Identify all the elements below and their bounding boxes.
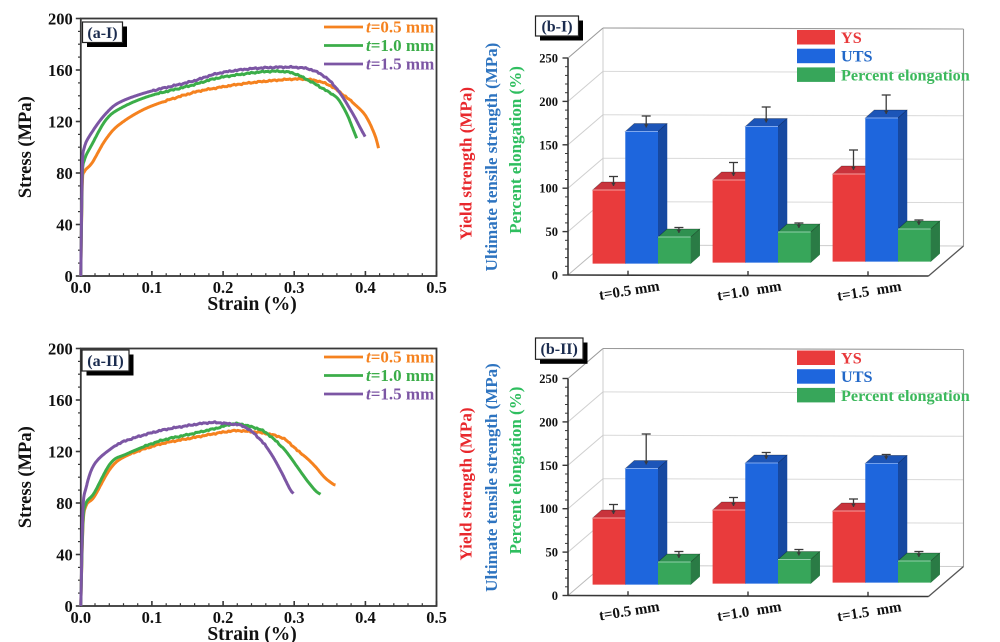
svg-text:0.0: 0.0 [70, 608, 91, 627]
svg-text:Ultimate tensile strength (MPa: Ultimate tensile strength (MPa) [482, 43, 501, 272]
svg-text:0.2: 0.2 [213, 278, 234, 297]
svg-text:0: 0 [552, 269, 558, 283]
svg-text:t=1.5 mm: t=1.5 mm [366, 55, 434, 74]
svg-text:Percent elongation: Percent elongation [841, 66, 970, 84]
svg-text:250: 250 [539, 52, 558, 66]
svg-text:0.2: 0.2 [213, 608, 234, 627]
svg-text:0.0: 0.0 [70, 278, 91, 297]
svg-text:150: 150 [539, 459, 558, 473]
svg-text:UTS: UTS [841, 48, 873, 66]
svg-text:250: 250 [539, 372, 558, 386]
svg-text:Stress (MPa): Stress (MPa) [16, 426, 36, 528]
svg-text:Stress (MPa): Stress (MPa) [16, 96, 36, 198]
svg-text:Strain (%): Strain (%) [207, 294, 296, 315]
svg-text:100: 100 [539, 502, 558, 516]
svg-text:0.3: 0.3 [284, 608, 305, 627]
svg-text:120: 120 [48, 442, 73, 461]
svg-text:0: 0 [552, 589, 558, 603]
svg-text:200: 200 [539, 415, 558, 429]
svg-text:t=1.0 mm: t=1.0 mm [366, 366, 434, 385]
svg-text:200: 200 [539, 95, 558, 109]
svg-text:0.4: 0.4 [355, 278, 376, 297]
svg-text:0: 0 [65, 597, 73, 616]
svg-text:YS: YS [841, 350, 862, 368]
svg-text:0.1: 0.1 [142, 278, 163, 297]
svg-text:(a-II): (a-II) [87, 353, 123, 370]
svg-text:50: 50 [546, 546, 559, 560]
svg-text:40: 40 [56, 545, 73, 564]
svg-text:(b-II): (b-II) [541, 341, 578, 358]
svg-text:150: 150 [539, 138, 558, 152]
svg-text:t=0.5 mm: t=0.5 mm [366, 348, 434, 367]
svg-text:200: 200 [48, 339, 73, 358]
svg-text:Yield strength (MPa): Yield strength (MPa) [457, 87, 476, 240]
svg-text:200: 200 [48, 9, 73, 28]
svg-text:Percent elongation (%): Percent elongation (%) [506, 387, 525, 555]
svg-text:Strain (%): Strain (%) [207, 624, 296, 642]
svg-text:t=0.5 mm: t=0.5 mm [366, 18, 434, 37]
svg-text:UTS: UTS [841, 368, 873, 386]
svg-text:0: 0 [65, 267, 73, 286]
svg-text:Yield strength (MPa): Yield strength (MPa) [457, 408, 476, 561]
svg-text:80: 80 [56, 164, 73, 183]
svg-text:0.5: 0.5 [426, 278, 447, 297]
svg-text:80: 80 [56, 494, 73, 513]
svg-text:40: 40 [56, 215, 73, 234]
svg-text:0.4: 0.4 [355, 608, 376, 627]
svg-text:160: 160 [48, 391, 73, 410]
svg-text:YS: YS [841, 29, 862, 47]
svg-text:100: 100 [539, 182, 558, 196]
svg-text:160: 160 [48, 61, 73, 80]
svg-text:Ultimate tensile strength (MPa: Ultimate tensile strength (MPa) [482, 363, 501, 592]
svg-text:Percent elongation (%): Percent elongation (%) [506, 66, 525, 234]
svg-text:(b-I): (b-I) [541, 19, 572, 36]
svg-text:120: 120 [48, 112, 73, 131]
svg-text:0.5: 0.5 [426, 608, 447, 627]
svg-text:t=1.5 mm: t=1.5 mm [366, 385, 434, 404]
svg-text:(a-I): (a-I) [87, 25, 117, 42]
svg-text:t=1.0 mm: t=1.0 mm [366, 36, 434, 55]
svg-text:Percent elongation: Percent elongation [841, 387, 970, 405]
svg-text:50: 50 [546, 225, 559, 239]
svg-text:0.3: 0.3 [284, 278, 305, 297]
svg-text:0.1: 0.1 [142, 608, 163, 627]
